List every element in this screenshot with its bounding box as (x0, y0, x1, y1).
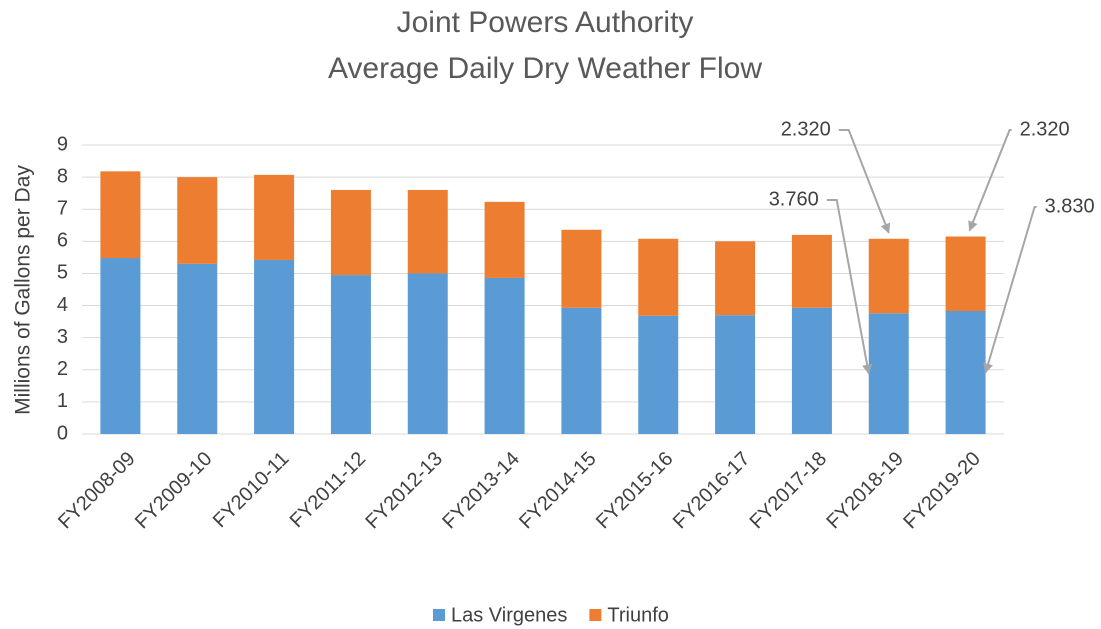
bar-segment (561, 307, 602, 434)
bar-segment (638, 315, 679, 434)
y-tick-label: 2 (57, 358, 68, 380)
bar-segment (330, 189, 371, 276)
bar-segment (791, 307, 832, 434)
bar-segment (254, 174, 295, 260)
legend-swatch (433, 609, 445, 621)
y-tick-label: 1 (57, 390, 68, 412)
y-tick-label: 3 (57, 326, 68, 348)
x-tick-label: FY2015-16 (592, 448, 678, 534)
y-tick-label: 0 (57, 422, 68, 444)
x-tick-label: FY2014-15 (515, 448, 601, 534)
data-label: 2.320 (781, 118, 831, 140)
bar-segment (484, 201, 525, 278)
chart-title: Joint Powers Authority (397, 6, 694, 39)
bar-segment (715, 241, 756, 316)
x-tick-label: FY2019-20 (899, 448, 985, 534)
x-tick-label: FY2009-10 (131, 448, 217, 534)
y-tick-label: 4 (57, 294, 68, 316)
bar-segment (561, 229, 602, 308)
bar-segment (945, 236, 986, 312)
data-label: 3.830 (1045, 195, 1095, 217)
leader-line (826, 199, 873, 375)
x-tick-label: FY2008-09 (54, 448, 140, 534)
leader-line (983, 206, 1037, 374)
x-tick-label: FY2016-17 (669, 448, 755, 534)
chart-title: Average Daily Dry Weather Flow (328, 52, 762, 85)
bar-segment (945, 311, 986, 434)
bar-segment (100, 171, 141, 259)
bar-segment (407, 189, 448, 274)
data-label: 2.320 (1020, 118, 1070, 140)
y-tick-label: 8 (57, 165, 68, 187)
legend-label: Triunfo (607, 604, 669, 626)
bar-segment (254, 259, 295, 434)
bar-segment (791, 234, 832, 308)
leader-line (968, 129, 1012, 232)
bar-segment (868, 238, 909, 314)
y-tick-label: 5 (57, 262, 68, 284)
bar-segment (484, 277, 525, 434)
x-tick-label: FY2018-19 (822, 448, 908, 534)
bar-segment (407, 273, 448, 434)
y-axis-label: Millions of Gallons per Day (12, 165, 35, 415)
bar-segment (177, 263, 218, 434)
bar-segment (868, 313, 909, 434)
x-tick-label: FY2017-18 (746, 448, 832, 534)
y-tick-label: 9 (57, 133, 68, 155)
x-tick-label: FY2013-14 (438, 448, 524, 534)
x-tick-label: FY2010-11 (209, 448, 293, 532)
bar-segment (715, 315, 756, 434)
bar-segment (330, 275, 371, 434)
bar-segment (638, 238, 679, 316)
y-tick-label: 7 (57, 198, 68, 220)
x-tick-label: FY2012-13 (361, 448, 447, 534)
bar-segment (177, 177, 218, 264)
y-tick-label: 6 (57, 230, 68, 252)
data-label: 3.760 (769, 188, 819, 210)
legend-swatch (589, 609, 602, 621)
x-tick-label: FY2011-12 (286, 448, 370, 532)
bar-segment (100, 258, 141, 434)
leader-line (838, 129, 891, 234)
legend-label: Las Virgenes (451, 604, 567, 626)
